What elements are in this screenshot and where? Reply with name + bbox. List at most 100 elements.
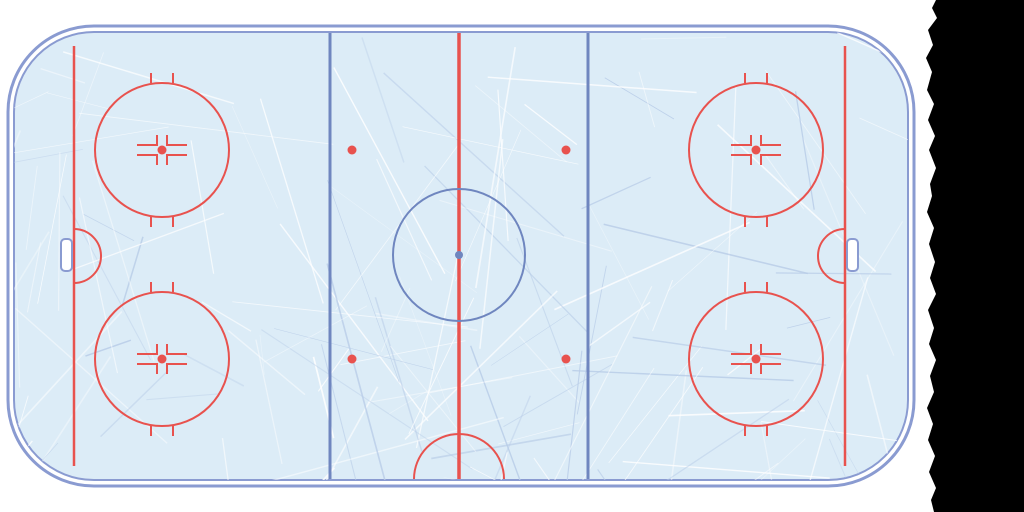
ice-scratch	[638, 71, 656, 128]
faceoff-l-mark	[731, 135, 752, 146]
ice-scratch	[62, 51, 235, 105]
ice-scratch	[14, 310, 123, 480]
ice-scratch	[603, 223, 809, 275]
faceoff-dot	[157, 354, 167, 364]
ice-scratch	[615, 398, 790, 480]
ice-scratch	[439, 199, 612, 252]
faceoff-circle	[94, 291, 230, 427]
ice-scratch	[14, 307, 168, 444]
ice-scratch	[792, 221, 904, 402]
ice-scratch	[622, 460, 830, 479]
ice-scratch	[326, 263, 393, 480]
goal-net-left	[60, 238, 73, 272]
ice-scratch	[431, 433, 572, 460]
neutral-zone-dot	[561, 145, 571, 155]
ice-scratch	[26, 242, 42, 313]
ice-scratch	[335, 141, 462, 311]
ice-scratch	[270, 416, 504, 480]
ice-scratch	[474, 85, 568, 163]
center-faceoff-circle	[392, 188, 526, 322]
ice-scratch	[14, 91, 49, 189]
ice-scratch	[533, 457, 561, 480]
ice-scratch	[368, 377, 513, 403]
ice-scratch-texture	[14, 32, 908, 480]
faceoff-l-mark	[137, 363, 158, 374]
ice-scratch	[383, 72, 565, 237]
ice-scratch	[14, 231, 50, 383]
ice-scratch	[817, 400, 908, 480]
ice-scratch	[455, 129, 522, 282]
ice-scratch	[183, 353, 245, 387]
ice-scratch	[374, 297, 423, 452]
ice-scratch	[47, 92, 109, 110]
ice-scratch	[641, 36, 727, 40]
ice-scratch	[415, 253, 459, 449]
ice-scratch	[231, 106, 278, 209]
ice-scratch	[83, 213, 135, 242]
faceoff-l-mark	[166, 154, 187, 165]
faceoff-circle	[688, 291, 824, 427]
ice-scratch	[380, 287, 411, 353]
faceoff-l-mark	[760, 154, 781, 165]
ice-scratch	[333, 67, 446, 275]
ice-scratch	[608, 345, 703, 464]
ice-scratch	[272, 386, 379, 480]
ice-scratch	[100, 369, 169, 438]
ice-scratch	[424, 165, 589, 334]
ice-scratch	[263, 305, 368, 363]
ice-scratch	[524, 103, 578, 146]
ice-scratch	[15, 262, 21, 388]
faceoff-circle	[94, 82, 230, 218]
faceoff-dot	[751, 354, 761, 364]
ice-scratch	[261, 329, 473, 470]
faceoff-l-mark	[137, 154, 158, 165]
faceoff-l-mark	[137, 135, 158, 146]
ice-scratch	[146, 393, 220, 401]
ice-scratch	[764, 69, 866, 215]
ice-scratch	[859, 117, 908, 153]
faceoff-l-mark	[137, 344, 158, 355]
ice-scratch	[503, 364, 613, 428]
ice-scratch	[190, 140, 215, 274]
ice-scratch	[399, 275, 452, 416]
ice-scratch	[809, 277, 869, 480]
ice-scratch	[25, 165, 38, 250]
ice-scratch	[443, 476, 572, 480]
ice-scratch	[469, 466, 607, 480]
ice-scratch	[227, 330, 306, 396]
ice-scratch	[91, 160, 155, 362]
faceoff-circle-group	[94, 73, 230, 227]
center-faceoff-dot	[455, 251, 463, 259]
ice-scratch	[651, 279, 674, 332]
ice-scratch	[545, 286, 653, 480]
ice-scratch	[866, 374, 892, 467]
ice-scratch	[201, 301, 252, 332]
ice-scratch	[40, 68, 86, 84]
ice-scratch	[761, 421, 908, 452]
faceoff-l-mark	[166, 344, 187, 355]
ice-scratch	[402, 126, 579, 165]
ice-scratch	[361, 37, 405, 163]
rink-boards-outer	[6, 24, 916, 488]
faceoff-circle	[688, 82, 824, 218]
faceoff-l-mark	[760, 344, 781, 355]
faceoff-l-mark	[166, 363, 187, 374]
ice-scratch	[255, 339, 283, 464]
ice-scratch	[632, 336, 827, 366]
ice-scratch	[828, 438, 875, 480]
ice-scratch	[760, 421, 783, 480]
ice-scratch	[70, 212, 225, 271]
ice-scratch	[786, 316, 831, 329]
goal-crease-right	[817, 228, 846, 284]
ice-scratch	[259, 334, 265, 375]
ice-scratch	[668, 409, 805, 417]
ice-scratch	[660, 370, 688, 480]
ice-scratch	[727, 348, 762, 376]
ice-scratch	[317, 348, 349, 392]
ice-scratch	[576, 265, 607, 415]
ice-scratch	[497, 89, 509, 242]
ice-scratch	[221, 438, 254, 480]
ice-scratch	[469, 345, 532, 480]
neutral-zone-dot	[561, 354, 571, 364]
ice-scratch	[14, 355, 112, 480]
